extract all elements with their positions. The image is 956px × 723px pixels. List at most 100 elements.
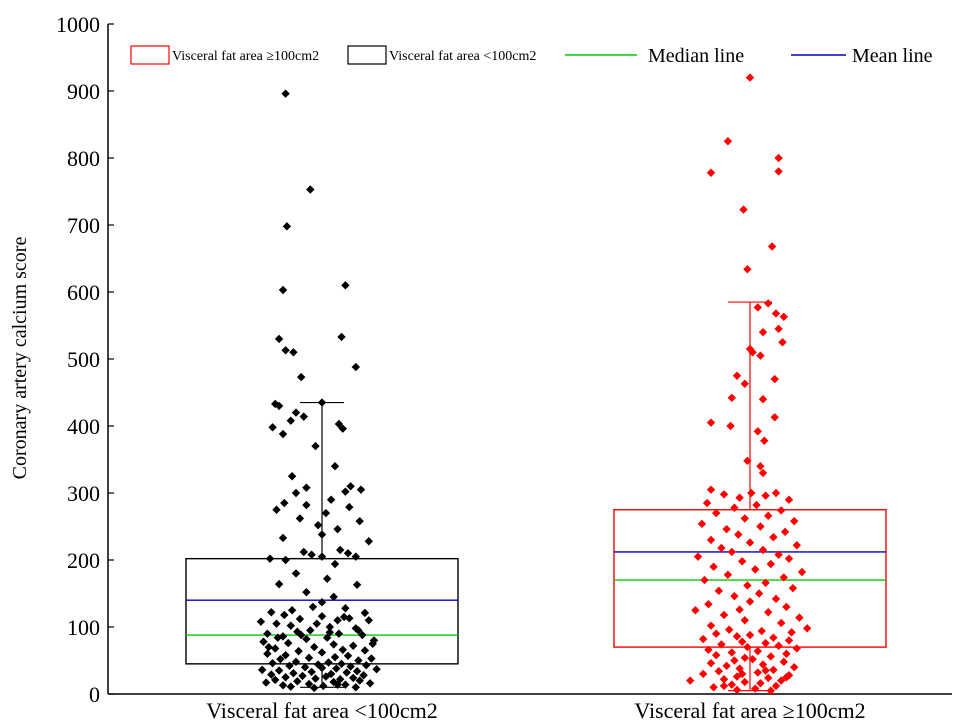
data-point xyxy=(332,664,341,673)
data-point xyxy=(294,646,303,656)
data-point xyxy=(293,627,302,636)
data-point xyxy=(693,552,703,561)
y-tick-label: 400 xyxy=(67,414,100,439)
data-point xyxy=(289,669,298,678)
data-point xyxy=(764,511,773,520)
data-point xyxy=(351,362,360,372)
data-point xyxy=(777,676,786,685)
data-point xyxy=(317,552,327,561)
data-point xyxy=(287,606,297,615)
data-point xyxy=(336,545,345,555)
data-point xyxy=(769,665,778,675)
data-point xyxy=(307,667,316,677)
data-point xyxy=(342,668,351,677)
data-point xyxy=(271,675,280,685)
data-point xyxy=(341,281,350,290)
data-point xyxy=(368,639,377,648)
y-tick-label: 0 xyxy=(89,682,100,707)
data-point xyxy=(259,637,268,646)
data-point xyxy=(730,591,739,601)
data-point xyxy=(753,427,762,436)
data-point xyxy=(304,653,314,663)
data-point xyxy=(727,648,736,657)
data-point xyxy=(758,395,768,404)
data-point xyxy=(743,265,752,274)
data-point xyxy=(295,614,305,624)
data-point xyxy=(740,379,749,388)
data-point xyxy=(735,605,744,614)
data-point xyxy=(360,608,370,618)
data-point xyxy=(712,508,721,518)
data-point xyxy=(302,483,311,492)
data-point xyxy=(787,628,796,637)
data-point xyxy=(766,686,775,695)
data-point xyxy=(751,565,760,574)
data-point xyxy=(774,167,783,176)
y-tick-label: 500 xyxy=(67,347,100,372)
data-point xyxy=(284,638,293,648)
data-point xyxy=(306,626,315,635)
data-point xyxy=(299,412,308,421)
data-point xyxy=(748,348,757,357)
data-point xyxy=(295,514,305,523)
data-point xyxy=(714,586,723,596)
data-point xyxy=(747,488,756,498)
data-point xyxy=(286,682,295,691)
data-point xyxy=(329,677,338,687)
data-point xyxy=(329,640,338,649)
data-point xyxy=(274,579,284,589)
data-point xyxy=(325,622,334,632)
data-point xyxy=(726,421,735,431)
data-point xyxy=(356,485,366,494)
data-point xyxy=(281,650,290,660)
y-tick-label: 800 xyxy=(67,146,100,171)
data-point xyxy=(738,637,747,646)
data-point xyxy=(754,589,764,598)
data-point xyxy=(310,683,319,693)
data-point xyxy=(732,632,742,641)
data-point xyxy=(291,408,301,417)
data-point xyxy=(268,423,277,432)
data-point xyxy=(273,633,282,642)
data-point xyxy=(758,328,768,337)
data-point xyxy=(355,516,364,526)
data-point xyxy=(734,530,743,539)
data-point xyxy=(321,672,331,681)
data-point xyxy=(321,508,331,518)
data-point xyxy=(774,153,783,163)
data-point xyxy=(774,324,783,334)
data-point xyxy=(278,429,288,439)
data-point xyxy=(757,626,766,636)
data-point xyxy=(764,608,773,617)
y-tick-label: 100 xyxy=(67,615,100,640)
y-axis-label: Coronary artery calcium score xyxy=(9,237,31,480)
data-point xyxy=(281,89,290,98)
data-point xyxy=(769,533,778,542)
data-point xyxy=(803,624,812,633)
data-point xyxy=(372,665,381,674)
data-point xyxy=(267,670,276,679)
data-point xyxy=(753,303,762,312)
data-point xyxy=(334,419,344,429)
data-point xyxy=(788,583,798,593)
data-point xyxy=(323,574,332,583)
data-point xyxy=(304,679,314,689)
data-point xyxy=(779,657,788,667)
data-point xyxy=(346,662,355,671)
data-point xyxy=(365,679,375,688)
data-point xyxy=(745,538,755,547)
data-point xyxy=(792,644,801,653)
data-point xyxy=(771,309,781,318)
data-point xyxy=(795,613,804,622)
data-point xyxy=(743,642,752,652)
data-point xyxy=(782,649,791,658)
data-point xyxy=(317,612,327,621)
data-point xyxy=(740,677,749,687)
data-point xyxy=(738,557,747,566)
data-point xyxy=(341,680,350,689)
data-point xyxy=(732,685,742,695)
data-point xyxy=(362,660,371,670)
data-point xyxy=(745,597,755,606)
data-point xyxy=(771,594,781,604)
